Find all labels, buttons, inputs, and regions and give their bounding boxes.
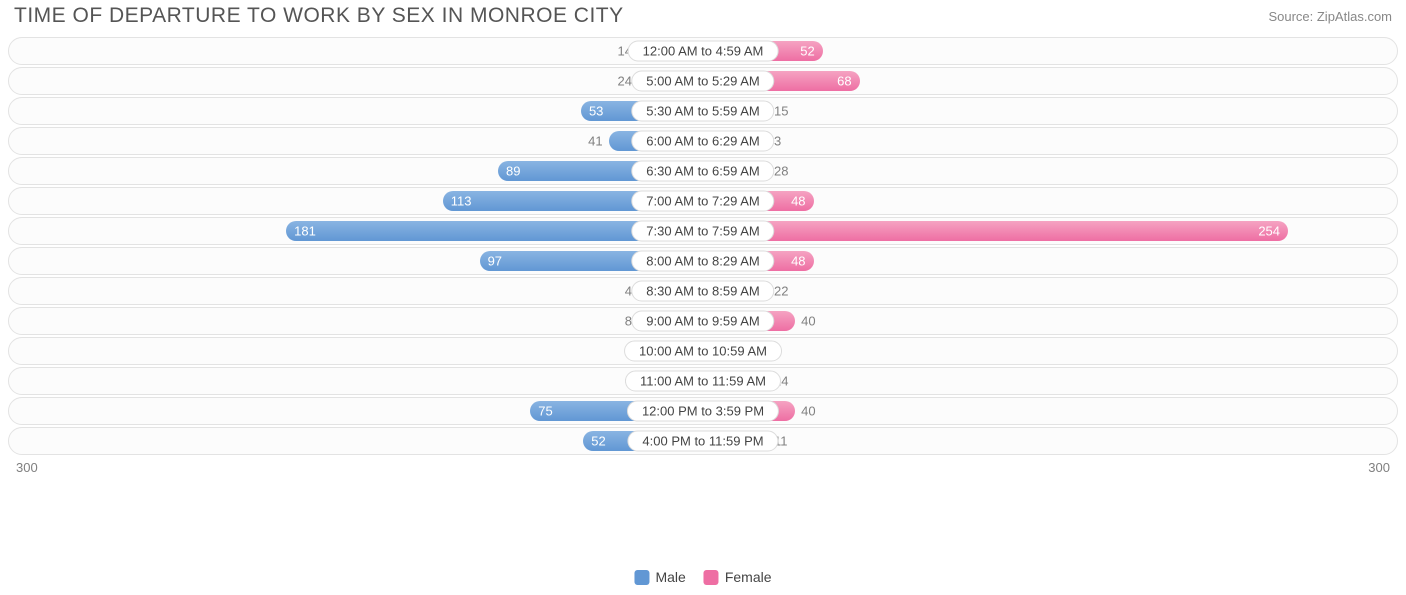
axis-right-max: 300 xyxy=(1368,460,1390,475)
category-pill: 8:00 AM to 8:29 AM xyxy=(631,251,774,272)
male-value-label: 52 xyxy=(591,434,605,449)
chart-row-track: 41 36:00 AM to 6:29 AM xyxy=(8,127,1398,155)
male-value-label: 53 xyxy=(589,104,603,119)
chart-area: 521412:00 AM to 4:59 AM 68 245:00 AM to 5:… xyxy=(0,36,1406,456)
male-value-label: 89 xyxy=(506,164,520,179)
male-value-label: 41 xyxy=(588,134,602,149)
male-value-label: 181 xyxy=(294,224,316,239)
category-pill: 6:30 AM to 6:59 AM xyxy=(631,161,774,182)
chart-row-track: 113 48 7:00 AM to 7:29 AM xyxy=(8,187,1398,215)
legend-male-swatch xyxy=(634,570,649,585)
chart-row-track: 97 48 8:00 AM to 8:29 AM xyxy=(8,247,1398,275)
chart-row: 521412:00 AM to 4:59 AM xyxy=(8,36,1398,66)
male-value-label: 113 xyxy=(451,194,472,209)
legend-male-label: Male xyxy=(655,569,685,585)
category-pill: 11:00 AM to 11:59 AM xyxy=(625,371,781,392)
chart-row: 53 155:30 AM to 5:59 AM xyxy=(8,96,1398,126)
chart-row: 02411:00 AM to 11:59 AM xyxy=(8,366,1398,396)
chart-row-track: 53 155:30 AM to 5:59 AM xyxy=(8,97,1398,125)
female-bar: 254 xyxy=(703,221,1288,241)
female-value-label: 28 xyxy=(774,164,788,179)
axis-labels: 300 300 xyxy=(0,456,1406,475)
female-value-label: 52 xyxy=(800,44,814,59)
female-value-label: 40 xyxy=(801,404,815,419)
category-pill: 5:00 AM to 5:29 AM xyxy=(631,71,774,92)
legend-female-swatch xyxy=(704,570,719,585)
chart-row: 113 48 7:00 AM to 7:29 AM xyxy=(8,186,1398,216)
male-value-label: 75 xyxy=(538,404,552,419)
chart-row: 4228:30 AM to 8:59 AM xyxy=(8,276,1398,306)
chart-row-track: 52114:00 PM to 11:59 PM xyxy=(8,427,1398,455)
chart-row-track: 4228:30 AM to 8:59 AM xyxy=(8,277,1398,305)
chart-source: Source: ZipAtlas.com xyxy=(1268,9,1392,24)
female-value-label: 254 xyxy=(1258,224,1280,239)
category-pill: 12:00 AM to 4:59 AM xyxy=(628,41,779,62)
chart-row: 68 245:00 AM to 5:29 AM xyxy=(8,66,1398,96)
legend: Male Female xyxy=(634,569,771,585)
chart-row: 75 40 12:00 PM to 3:59 PM xyxy=(8,396,1398,426)
female-value-label: 15 xyxy=(774,104,788,119)
chart-row: 41 36:00 AM to 6:29 AM xyxy=(8,126,1398,156)
chart-row-track: 0410:00 AM to 10:59 AM xyxy=(8,337,1398,365)
legend-female: Female xyxy=(704,569,772,585)
category-pill: 7:00 AM to 7:29 AM xyxy=(631,191,774,212)
chart-row-track: 89 286:30 AM to 6:59 AM xyxy=(8,157,1398,185)
female-value-label: 3 xyxy=(774,134,781,149)
category-pill: 7:30 AM to 7:59 AM xyxy=(631,221,774,242)
male-value-label: 97 xyxy=(488,254,502,269)
category-pill: 8:30 AM to 8:59 AM xyxy=(631,281,774,302)
legend-male: Male xyxy=(634,569,685,585)
female-value-label: 40 xyxy=(801,314,815,329)
chart-row: 52114:00 PM to 11:59 PM xyxy=(8,426,1398,456)
legend-female-label: Female xyxy=(725,569,772,585)
category-pill: 5:30 AM to 5:59 AM xyxy=(631,101,774,122)
axis-left-max: 300 xyxy=(16,460,38,475)
chart-row-track: 181 254 7:30 AM to 7:59 AM xyxy=(8,217,1398,245)
category-pill: 6:00 AM to 6:29 AM xyxy=(631,131,774,152)
category-pill: 12:00 PM to 3:59 PM xyxy=(627,401,779,422)
chart-row-track: 521412:00 AM to 4:59 AM xyxy=(8,37,1398,65)
chart-row-track: 8409:00 AM to 9:59 AM xyxy=(8,307,1398,335)
chart-row-track: 68 245:00 AM to 5:29 AM xyxy=(8,67,1398,95)
chart-row: 0410:00 AM to 10:59 AM xyxy=(8,336,1398,366)
chart-row: 181 254 7:30 AM to 7:59 AM xyxy=(8,216,1398,246)
chart-row: 8409:00 AM to 9:59 AM xyxy=(8,306,1398,336)
category-pill: 4:00 PM to 11:59 PM xyxy=(627,431,778,452)
female-value-label: 48 xyxy=(791,254,805,269)
female-value-label: 48 xyxy=(791,194,805,209)
chart-row-track: 75 40 12:00 PM to 3:59 PM xyxy=(8,397,1398,425)
chart-title: TIME OF DEPARTURE TO WORK BY SEX IN MONR… xyxy=(14,4,624,28)
chart-row-track: 02411:00 AM to 11:59 AM xyxy=(8,367,1398,395)
chart-row: 97 48 8:00 AM to 8:29 AM xyxy=(8,246,1398,276)
male-value-label: 24 xyxy=(618,74,632,89)
female-value-label: 22 xyxy=(774,284,788,299)
category-pill: 10:00 AM to 10:59 AM xyxy=(624,341,782,362)
female-value-label: 68 xyxy=(837,74,851,89)
chart-row: 89 286:30 AM to 6:59 AM xyxy=(8,156,1398,186)
chart-header: TIME OF DEPARTURE TO WORK BY SEX IN MONR… xyxy=(0,0,1406,36)
category-pill: 9:00 AM to 9:59 AM xyxy=(631,311,774,332)
